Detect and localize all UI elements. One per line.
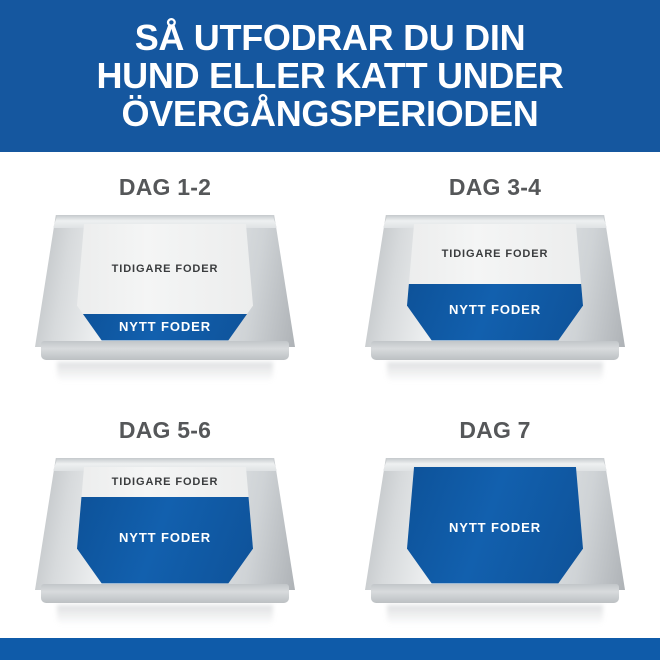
bowl-shadow [57, 362, 273, 382]
old-food-label: TIDIGARE FODER [111, 476, 219, 488]
header-banner: SÅ UTFODRAR DU DIN HUND ELLER KATT UNDER… [0, 0, 660, 152]
bowl-base [41, 341, 289, 360]
food-bowl: TIDIGARE FODER NYTT FODER [35, 215, 295, 382]
new-food-portion: NYTT FODER [407, 467, 583, 584]
old-food-label: TIDIGARE FODER [441, 248, 549, 260]
feeding-panel-day-7: DAG 7 TIDIGARE FODER NYTT FODER [330, 395, 660, 638]
day-label: DAG 5-6 [118, 417, 212, 443]
feeding-panel-day-1-2: DAG 1-2 TIDIGARE FODER NYTT FODER [0, 152, 330, 395]
bowl-base [41, 584, 289, 603]
food-bowl: TIDIGARE FODER NYTT FODER [365, 215, 625, 382]
bowl-contents: TIDIGARE FODER NYTT FODER [77, 224, 253, 341]
bowl-contents: TIDIGARE FODER NYTT FODER [77, 467, 253, 584]
food-bowl: TIDIGARE FODER NYTT FODER [35, 458, 295, 625]
new-food-portion: NYTT FODER [77, 497, 253, 584]
bowl-base [371, 584, 619, 603]
new-food-label: NYTT FODER [448, 301, 542, 317]
day-label: DAG 3-4 [448, 174, 542, 200]
bowl-shadow [57, 605, 273, 625]
day-label: DAG 7 [459, 417, 531, 443]
footer-accent-bar [0, 638, 660, 660]
new-food-label: NYTT FODER [118, 529, 212, 545]
bowl-shadow [387, 605, 603, 625]
food-bowl: TIDIGARE FODER NYTT FODER [365, 458, 625, 625]
bowl-shadow [387, 362, 603, 382]
new-food-label: NYTT FODER [118, 318, 212, 334]
bowl-contents: TIDIGARE FODER NYTT FODER [407, 224, 583, 341]
bowl-contents: TIDIGARE FODER NYTT FODER [407, 467, 583, 584]
new-food-label: NYTT FODER [448, 519, 542, 535]
new-food-portion: NYTT FODER [407, 284, 583, 341]
page-title: SÅ UTFODRAR DU DIN HUND ELLER KATT UNDER… [96, 17, 564, 134]
day-label: DAG 1-2 [118, 174, 212, 200]
feeding-panel-day-3-4: DAG 3-4 TIDIGARE FODER NYTT FODER [330, 152, 660, 395]
feeding-schedule-grid: DAG 1-2 TIDIGARE FODER NYTT FODER DAG 3-… [0, 152, 660, 638]
feeding-panel-day-5-6: DAG 5-6 TIDIGARE FODER NYTT FODER [0, 395, 330, 638]
new-food-portion: NYTT FODER [77, 314, 253, 341]
bowl-base [371, 341, 619, 360]
old-food-label: TIDIGARE FODER [111, 263, 219, 275]
